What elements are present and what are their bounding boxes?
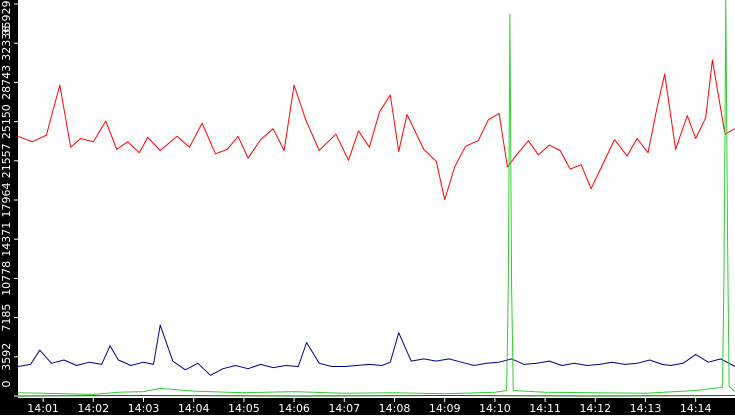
series-line-3 (17, 0, 735, 395)
x-tick-label: 14:01 (27, 402, 59, 415)
x-tick-label: 14:04 (178, 402, 210, 415)
x-tick-label: 14:07 (328, 402, 360, 415)
y-tick-label: 35929 (0, 1, 13, 36)
y-tick-label: 7185 (0, 304, 13, 332)
x-tick-label: 14:09 (429, 402, 461, 415)
x-axis-ticks: 14:01 14:02 14:03 14:04 14:05 14:06 14:07 14:08… (27, 398, 712, 415)
y-tick-label: 32336 (0, 26, 13, 61)
x-tick-label: 14:10 (479, 402, 511, 415)
x-tick-label: 14:02 (77, 402, 109, 415)
x-tick-label: 14:12 (579, 402, 611, 415)
y-tick-label: 25150 (0, 104, 13, 139)
y-tick-label: 0 (0, 381, 13, 388)
y-axis-ticks: 0 3592 7185 10778 14371 17964 21557 25150 28743 3… (0, 1, 18, 397)
y-tick-label: 10778 (0, 261, 13, 296)
x-tick-label: 14:11 (529, 402, 561, 415)
x-tick-label: 14:03 (128, 402, 160, 415)
y-tick-label: 14371 (0, 222, 13, 257)
y-axis-bar (0, 0, 18, 398)
x-tick-label: 14:13 (630, 402, 662, 415)
y-tick-label: 28743 (0, 65, 13, 100)
x-tick-label: 14:14 (680, 402, 712, 415)
series-line-2 (17, 324, 735, 376)
y-tick-label: 17964 (0, 183, 13, 218)
y-tick-label: 21557 (0, 143, 13, 178)
y-tick-label: 3592 (0, 343, 13, 371)
x-tick-label: 14:06 (278, 402, 310, 415)
series-line-4 (17, 395, 735, 397)
series-line-1 (17, 59, 735, 201)
x-tick-label: 14:05 (228, 402, 260, 415)
x-axis-bar (0, 398, 735, 415)
series-layer (17, 0, 735, 397)
x-tick-label: 14:08 (379, 402, 411, 415)
